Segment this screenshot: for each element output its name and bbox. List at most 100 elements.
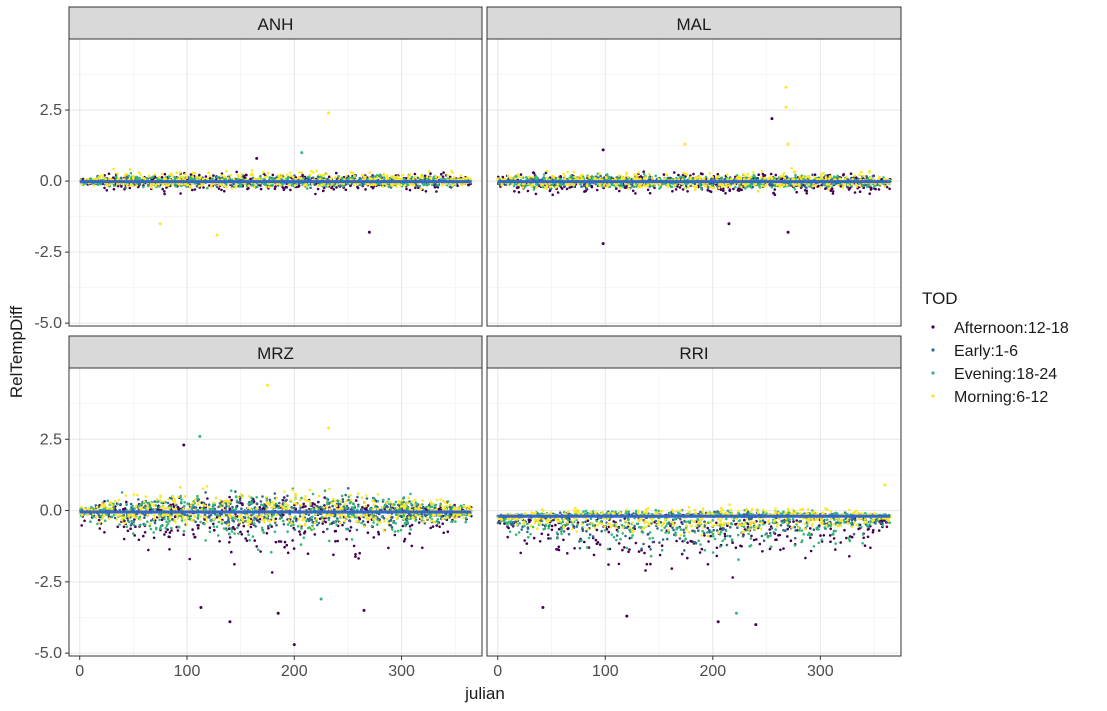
data-point	[865, 175, 868, 178]
data-point	[613, 177, 617, 180]
data-point	[699, 172, 703, 175]
data-point	[184, 173, 187, 176]
data-point	[358, 551, 362, 555]
data-point	[633, 173, 637, 176]
data-point	[868, 192, 871, 195]
data-point	[669, 185, 673, 189]
data-point	[341, 185, 345, 188]
data-point	[418, 185, 422, 188]
data-point	[427, 170, 431, 173]
data-point	[626, 175, 630, 179]
data-point	[228, 536, 232, 539]
data-point	[137, 538, 141, 542]
data-point	[259, 184, 262, 187]
data-point	[283, 176, 287, 179]
data-point	[846, 183, 850, 187]
data-point	[240, 176, 243, 179]
data-point	[798, 175, 801, 178]
data-point	[247, 184, 251, 187]
data-point	[153, 173, 156, 176]
data-point	[301, 175, 304, 178]
data-point	[637, 171, 640, 174]
data-point	[642, 172, 646, 176]
data-point	[858, 190, 862, 193]
data-point	[188, 557, 191, 561]
data-point	[545, 176, 548, 180]
data-point	[429, 172, 432, 175]
data-point	[230, 550, 233, 554]
outlier-point	[784, 85, 788, 89]
data-point	[778, 185, 781, 189]
data-point	[517, 183, 520, 187]
outlier-point	[255, 156, 259, 160]
data-point	[417, 521, 421, 524]
data-point	[420, 187, 423, 191]
data-point	[450, 177, 453, 181]
data-point	[217, 187, 221, 190]
data-point	[439, 173, 443, 176]
data-point	[126, 529, 130, 533]
data-point	[549, 185, 552, 188]
data-point	[523, 182, 526, 186]
data-point	[435, 190, 438, 193]
data-point	[312, 171, 315, 174]
data-point	[320, 183, 323, 187]
outlier-point	[784, 105, 788, 109]
data-point	[283, 540, 287, 544]
data-point	[309, 186, 312, 190]
data-point	[630, 186, 633, 189]
data-point	[663, 177, 667, 180]
data-point	[386, 177, 389, 180]
data-point	[869, 188, 873, 191]
data-point	[564, 182, 568, 186]
data-point	[137, 171, 141, 174]
data-point	[80, 183, 84, 186]
data-point	[274, 540, 278, 544]
outlier-point	[601, 242, 605, 246]
data-point	[311, 176, 315, 179]
data-point	[708, 185, 712, 188]
data-point	[287, 183, 291, 187]
data-point	[654, 174, 657, 178]
data-point	[633, 183, 636, 186]
data-point	[116, 525, 119, 529]
data-point	[330, 182, 334, 186]
data-point	[634, 192, 637, 195]
data-point	[639, 175, 643, 178]
data-point	[769, 172, 773, 176]
data-point	[858, 173, 861, 177]
data-point	[826, 174, 830, 177]
data-point	[530, 183, 534, 187]
data-point	[353, 174, 356, 178]
outlier-point	[367, 230, 371, 234]
data-point	[220, 174, 223, 177]
data-point	[313, 533, 317, 536]
data-point	[160, 518, 164, 522]
data-point	[122, 525, 126, 529]
data-point	[168, 548, 171, 551]
data-point	[326, 184, 330, 187]
data-point	[836, 183, 840, 187]
data-point	[246, 187, 249, 191]
data-point	[513, 190, 516, 193]
data-point	[824, 187, 827, 190]
data-point	[674, 188, 678, 191]
data-point	[249, 525, 253, 529]
data-point	[344, 188, 348, 192]
data-point	[570, 185, 573, 189]
data-point	[240, 173, 243, 176]
data-point	[442, 531, 446, 535]
data-point	[182, 177, 185, 180]
data-point	[163, 172, 167, 176]
data-point	[793, 188, 797, 191]
data-point	[517, 190, 521, 194]
data-point	[746, 172, 750, 176]
data-point	[683, 186, 687, 190]
data-point	[117, 177, 120, 181]
data-point	[281, 498, 285, 502]
data-point	[883, 185, 887, 188]
data-point	[368, 171, 372, 174]
data-point	[330, 177, 333, 180]
data-point	[298, 171, 301, 174]
